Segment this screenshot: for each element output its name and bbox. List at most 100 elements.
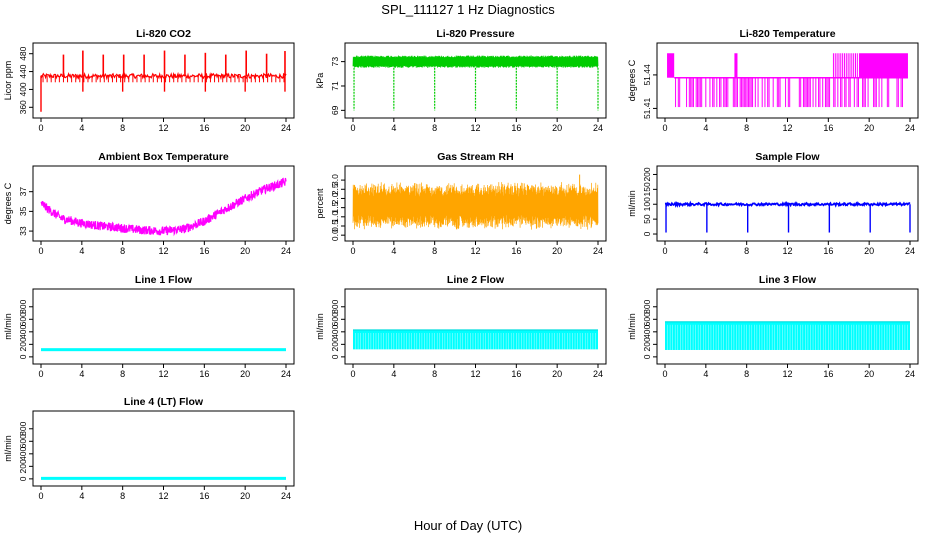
panel-title: Line 4 (LT) Flow xyxy=(124,396,204,408)
x-tick-label: 0 xyxy=(662,123,667,133)
x-tick-label: 24 xyxy=(905,123,915,133)
y-tick-label: 51.41 xyxy=(642,98,652,120)
y-tick-label: 800 xyxy=(18,421,28,435)
y-tick-label: 3.0 xyxy=(330,174,340,186)
y-tick-label: 600 xyxy=(18,434,28,448)
x-tick-label: 8 xyxy=(120,246,125,256)
x-tick-label: 0 xyxy=(350,246,355,256)
x-tick-label: 20 xyxy=(552,123,562,133)
x-tick-label: 4 xyxy=(703,246,708,256)
x-tick-label: 4 xyxy=(79,491,84,501)
x-tick-label: 12 xyxy=(782,123,792,133)
panel-line1: Line 1 Flow ml/min 0 4 8 12 16 20 24 0 20040060080… xyxy=(3,274,295,379)
y-tick-label: 600 xyxy=(18,312,28,326)
x-tick-label: 12 xyxy=(470,246,480,256)
main-title: SPL_111127 1 Hz Diagnostics xyxy=(381,2,555,17)
x-tick-label: 20 xyxy=(240,369,250,379)
x-tick-label: 4 xyxy=(79,246,84,256)
y-tick-label: 0.5 xyxy=(330,220,340,232)
x-tick-label: 8 xyxy=(744,369,749,379)
plot-frame xyxy=(32,288,295,365)
x-tick-label: 16 xyxy=(199,123,209,133)
x-tick-label: 20 xyxy=(552,246,562,256)
y-tick-label: 200 xyxy=(642,167,652,181)
x-tick-label: 4 xyxy=(79,369,84,379)
x-tick-label: 16 xyxy=(511,123,521,133)
y-tick-label: 0.0 xyxy=(330,229,340,241)
panel-rh: Gas Stream RH percent 0 4 8 12 16 20 24 0.00.51.0… xyxy=(315,151,607,256)
x-tick-label: 12 xyxy=(158,246,168,256)
x-tick-label: 0 xyxy=(350,369,355,379)
panel-line2: Line 2 Flow ml/min 0 4 8 12 16 20 24 0 20040060080… xyxy=(315,274,607,379)
x-tick-label: 24 xyxy=(281,246,291,256)
y-tick-label: 480 xyxy=(18,46,28,60)
y-tick-label: 2.0 xyxy=(330,192,340,204)
panel-line4: Line 4 (LT) Flow ml/min 0 4 8 12 16 20 24 0 200400… xyxy=(3,396,295,501)
y-tick-label: 0 xyxy=(642,354,652,359)
series-block xyxy=(734,53,738,78)
series-line xyxy=(664,200,911,208)
x-tick-label: 4 xyxy=(79,123,84,133)
y-tick-label: 1.0 xyxy=(330,211,340,223)
x-tick-label: 4 xyxy=(703,123,708,133)
panel-title: Li-820 CO2 xyxy=(136,28,191,40)
x-tick-label: 12 xyxy=(158,369,168,379)
panel-title: Ambient Box Temperature xyxy=(98,151,229,163)
x-tick-label: 16 xyxy=(511,369,521,379)
x-tick-label: 16 xyxy=(199,369,209,379)
plot-frame xyxy=(32,42,295,119)
x-axis-label: Hour of Day (UTC) xyxy=(413,518,523,533)
x-tick-label: 12 xyxy=(158,123,168,133)
x-tick-label: 24 xyxy=(593,369,603,379)
y-tick-label: 600 xyxy=(330,312,340,326)
y-tick-label: 2.5 xyxy=(330,183,340,195)
x-tick-label: 0 xyxy=(662,246,667,256)
y-tick-label: 150 xyxy=(642,182,652,196)
x-tick-label: 0 xyxy=(38,491,43,501)
x-tick-label: 24 xyxy=(905,369,915,379)
y-tick-label: 440 xyxy=(18,64,28,78)
x-tick-label: 16 xyxy=(511,246,521,256)
y-tick-label: 100 xyxy=(642,197,652,211)
panel-title: Line 3 Flow xyxy=(759,274,817,286)
x-tick-label: 16 xyxy=(199,491,209,501)
y-tick-label: 0 xyxy=(18,354,28,359)
y-tick-label: 51.44 xyxy=(642,64,652,86)
y-tick-label: 200 xyxy=(330,337,340,351)
x-tick-label: 16 xyxy=(823,246,833,256)
x-tick-label: 24 xyxy=(281,369,291,379)
y-axis-label: percent xyxy=(315,188,325,219)
panel-title: Li-820 Pressure xyxy=(436,28,514,40)
y-axis-label: ml/min xyxy=(627,313,637,340)
y-tick-label: 71 xyxy=(330,81,340,91)
y-axis-label: ml/min xyxy=(627,190,637,217)
x-tick-label: 4 xyxy=(391,246,396,256)
x-tick-label: 8 xyxy=(432,123,437,133)
x-tick-label: 12 xyxy=(470,123,480,133)
series-line xyxy=(352,55,599,68)
y-axis-label: Licor ppm xyxy=(3,61,13,101)
x-tick-label: 24 xyxy=(593,246,603,256)
y-tick-label: 0 xyxy=(18,476,28,481)
x-tick-label: 20 xyxy=(552,369,562,379)
y-tick-label: 600 xyxy=(642,312,652,326)
x-tick-label: 24 xyxy=(281,123,291,133)
y-axis-label: degrees C xyxy=(627,59,637,101)
y-tick-label: 0 xyxy=(330,354,340,359)
series-band xyxy=(41,476,286,480)
y-tick-label: 400 xyxy=(18,82,28,96)
x-tick-label: 4 xyxy=(391,369,396,379)
x-tick-label: 24 xyxy=(281,491,291,501)
y-axis-label: ml/min xyxy=(315,313,325,340)
panel-box_temp: Ambient Box Temperature degrees C 0 4 8 12 16 2… xyxy=(3,151,295,256)
y-tick-label: 69 xyxy=(330,105,340,115)
y-tick-label: 200 xyxy=(642,337,652,351)
series-block xyxy=(858,53,908,78)
series-line xyxy=(40,177,287,237)
y-tick-label: 200 xyxy=(18,459,28,473)
x-tick-label: 8 xyxy=(120,491,125,501)
y-tick-label: 400 xyxy=(18,324,28,338)
y-tick-label: 200 xyxy=(18,337,28,351)
